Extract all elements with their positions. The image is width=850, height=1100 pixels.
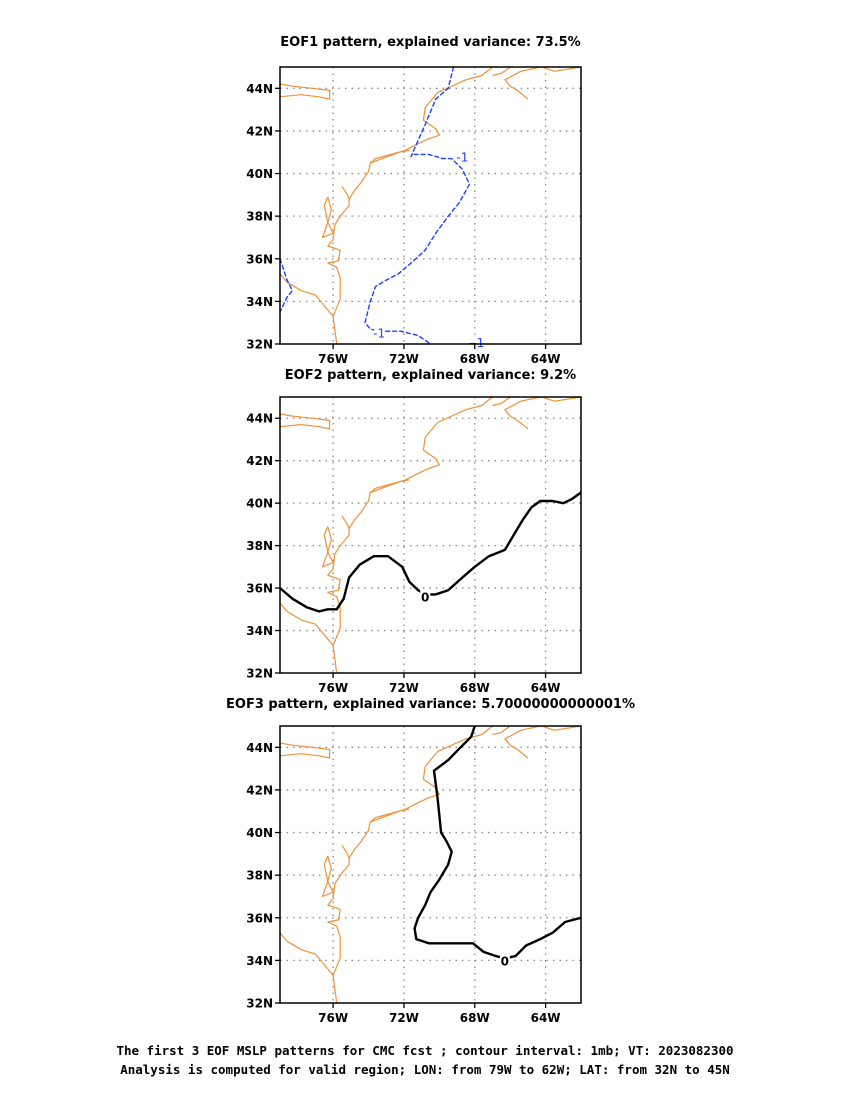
coastline-segment-1	[280, 83, 331, 100]
x-tick-label: 68W	[460, 352, 490, 366]
contour-line-1	[413, 726, 581, 960]
plot-frame	[279, 725, 582, 1004]
x-tick-label: 68W	[460, 681, 490, 695]
coastline-segment-4	[369, 808, 410, 823]
x-tick-label: 72W	[389, 1011, 419, 1025]
coastline-segment-1	[280, 413, 331, 430]
y-tick-label: 42N	[246, 124, 273, 138]
coastline-segment-5	[321, 855, 334, 898]
y-tick-label: 32N	[246, 997, 273, 1011]
x-tick-label: 64W	[531, 681, 561, 695]
y-tick-label: 42N	[246, 454, 273, 468]
coastline-segment-8	[504, 397, 541, 430]
coastline-segment-3	[327, 726, 493, 976]
x-tick-label: 68W	[460, 1011, 490, 1025]
plot-frame	[279, 66, 582, 345]
contour-label: 0	[421, 591, 429, 605]
contour-label: 0	[501, 954, 509, 968]
coastline-segment-6	[341, 844, 350, 859]
x-tick-label: 72W	[389, 681, 419, 695]
y-tick-label: 32N	[246, 338, 273, 352]
contour-label-bg	[457, 149, 468, 163]
x-tick-label: 76W	[318, 681, 348, 695]
coastline-segment-6	[341, 185, 350, 200]
coastline-segment-7	[492, 67, 511, 77]
coastline-segment-7	[492, 397, 511, 407]
y-tick-label: 34N	[246, 624, 273, 638]
coastline-segment-3	[327, 397, 493, 646]
y-tick-label: 44N	[246, 82, 273, 96]
y-tick-label: 36N	[246, 911, 273, 925]
y-tick-label: 38N	[246, 539, 273, 553]
contours	[280, 67, 478, 344]
coastline-segment-7	[492, 726, 511, 736]
coastline-segment-3	[327, 67, 493, 317]
coastline-segment-5	[321, 196, 334, 239]
contour-line-3	[280, 258, 294, 313]
coastline-segment-9	[541, 397, 581, 402]
eof3-panel: EOF3 pattern, explained variance: 5.7000…	[226, 697, 635, 1025]
coastline-segment-1	[280, 742, 331, 759]
x-tick-label: 64W	[531, 352, 561, 366]
eof1-panel: EOF1 pattern, explained variance: 73.5% -…	[246, 35, 582, 366]
eof2-panel: EOF2 pattern, explained variance: 9.2% 0 7…	[246, 368, 582, 695]
y-tick-label: 34N	[246, 295, 273, 309]
coastline-segment-2	[280, 602, 338, 673]
y-tick-label: 40N	[246, 497, 273, 511]
coastline	[280, 726, 581, 1003]
contours	[413, 726, 581, 960]
plot-frame	[279, 396, 582, 674]
caption-line-2: Analysis is computed for valid region; L…	[120, 1062, 730, 1077]
coastline-segment-9	[541, 726, 581, 731]
coastline-segment-4	[369, 149, 410, 164]
x-tick-label: 64W	[531, 1011, 561, 1025]
eof1-title: EOF1 pattern, explained variance: 73.5%	[280, 35, 580, 50]
coastline	[280, 397, 581, 673]
contour-label: -1	[472, 336, 484, 350]
x-tick-label: 72W	[389, 352, 419, 366]
y-tick-label: 36N	[246, 252, 273, 266]
contour-line-1	[364, 67, 471, 344]
contours	[280, 491, 581, 613]
contour-label-bg	[374, 325, 385, 339]
y-tick-label: 32N	[246, 667, 273, 681]
x-tick-label: 76W	[318, 1011, 348, 1025]
eof3-title: EOF3 pattern, explained variance: 5.7000…	[226, 697, 635, 712]
eof2-title: EOF2 pattern, explained variance: 9.2%	[285, 368, 576, 383]
coastline-segment-4	[369, 479, 410, 493]
contour-label-bg	[420, 589, 431, 603]
coastline-segment-8	[504, 726, 541, 759]
contour-label-bg	[473, 334, 484, 348]
coastline	[280, 67, 581, 344]
y-tick-label: 36N	[246, 582, 273, 596]
y-tick-label: 42N	[246, 783, 273, 797]
contour-label: -1	[456, 150, 468, 164]
x-tick-label: 76W	[318, 352, 348, 366]
grid	[280, 726, 581, 1003]
contour-label: -1	[373, 326, 385, 340]
coastline-segment-8	[504, 67, 541, 100]
grid	[280, 67, 581, 344]
coastline-segment-6	[341, 515, 350, 529]
coastline-segment-2	[280, 273, 338, 344]
coastline-segment-2	[280, 932, 338, 1003]
contour-line-1	[280, 491, 581, 613]
coastline-segment-5	[321, 526, 334, 568]
y-tick-label: 44N	[246, 412, 273, 426]
y-tick-label: 40N	[246, 167, 273, 181]
y-tick-label: 44N	[246, 741, 273, 755]
contour-label-bg	[499, 953, 510, 967]
y-tick-label: 40N	[246, 826, 273, 840]
y-tick-label: 34N	[246, 954, 273, 968]
grid	[280, 397, 581, 673]
coastline-segment-9	[541, 67, 581, 72]
y-tick-label: 38N	[246, 210, 273, 224]
y-tick-label: 38N	[246, 869, 273, 883]
caption-line-1: The first 3 EOF MSLP patterns for CMC fc…	[116, 1043, 734, 1058]
